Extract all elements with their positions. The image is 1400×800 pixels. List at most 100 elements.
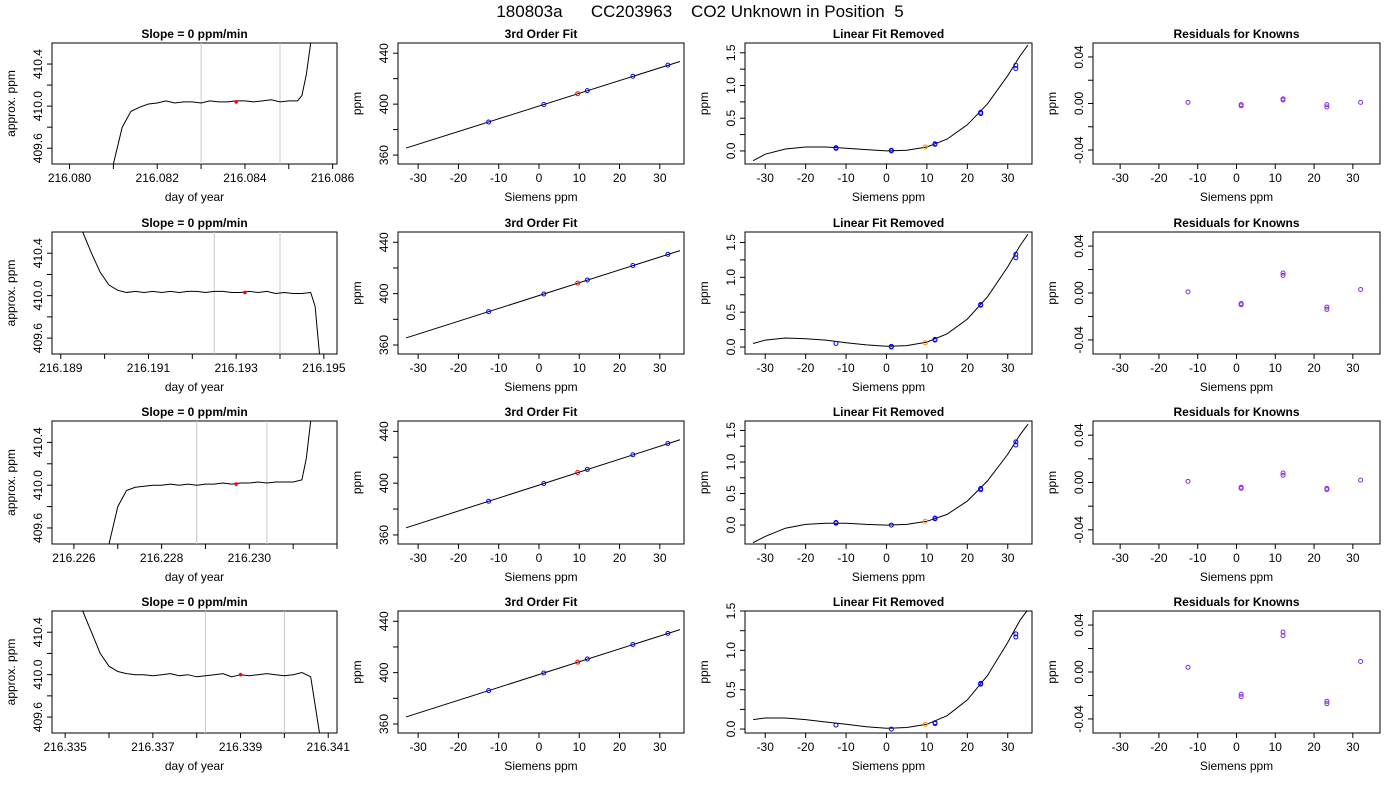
known-point	[1013, 442, 1019, 448]
unknown-mean-marker	[243, 290, 247, 295]
y-tick-label: 1.5	[724, 602, 738, 619]
plot-frame	[1092, 610, 1381, 734]
x-tick-label: -20	[1150, 740, 1168, 754]
y-tick-label: 400	[377, 662, 391, 682]
x-tick-label: -10	[490, 171, 508, 185]
residual-point	[1358, 477, 1364, 483]
x-tick-label: 20	[1307, 361, 1321, 375]
x-tick-label: 216.082	[136, 171, 180, 185]
unknown-point	[922, 721, 928, 727]
x-tick-label: 216.080	[48, 171, 92, 185]
x-tick-label: -20	[797, 551, 815, 565]
y-tick-label: 0.0	[724, 338, 738, 355]
known-point	[486, 688, 492, 694]
plot-frame	[397, 420, 685, 545]
residual-point	[1280, 96, 1286, 102]
y-axis-label: ppm	[350, 281, 364, 304]
residual-point	[1358, 658, 1364, 664]
y-tick-label: 410.0	[31, 280, 45, 310]
residual-point	[1280, 270, 1286, 276]
known-point	[541, 102, 547, 108]
y-axis-label: approx. ppm	[4, 260, 18, 327]
x-tick-label: -10	[1189, 740, 1207, 754]
x-tick-label: 0	[1233, 361, 1240, 375]
y-tick-label: 1.0	[724, 453, 738, 470]
residual-point	[1324, 701, 1330, 707]
unknown-point	[575, 470, 581, 476]
residual-point	[1358, 99, 1364, 105]
plot-frame	[744, 420, 1033, 545]
x-axis-label: Siemens ppm	[504, 380, 577, 394]
plot-frame	[397, 231, 685, 355]
known-point	[888, 343, 894, 349]
known-point	[584, 277, 590, 283]
panel-r3-c0: Slope = 0 ppm/min day of year approx. ppm 2…	[4, 595, 350, 773]
known-point	[932, 141, 938, 147]
known-point	[630, 263, 636, 269]
plot-area	[752, 44, 1029, 162]
plot-frame	[1092, 231, 1381, 355]
y-tick-label: 410.0	[31, 91, 45, 121]
x-tick-label: 216.191	[127, 361, 171, 375]
plot-title: Residuals for Knowns	[1173, 27, 1299, 41]
x-axis-label: Siemens ppm	[1200, 570, 1273, 584]
y-axis-label: ppm	[1045, 92, 1059, 115]
y-tick-label: -0.04	[1072, 136, 1086, 164]
y-tick-label: 1.5	[724, 422, 738, 439]
y-tick-label: 410.0	[31, 470, 45, 500]
panel-r2-c1: 3rd Order Fit Siemens ppm ppm -30 -20 -10 0 10 2…	[350, 405, 685, 584]
x-tick-label: -20	[450, 361, 468, 375]
known-point	[665, 62, 671, 68]
x-tick-label: 216.339	[219, 740, 263, 754]
residual-point	[1324, 487, 1330, 493]
known-point	[833, 341, 839, 347]
plot-area	[405, 250, 681, 339]
plot-title: Slope = 0 ppm/min	[141, 405, 247, 419]
panel-r0-c2: Linear Fit Removed Siemens ppm ppm -30 -20 -1…	[697, 27, 1033, 204]
known-point	[932, 515, 938, 521]
known-point	[584, 88, 590, 94]
unknown-mean-marker	[234, 100, 238, 104]
plot-area	[1185, 629, 1364, 707]
y-tick-label: 360	[377, 145, 391, 165]
y-tick-label: 409.6	[31, 702, 45, 732]
x-tick-label: 30	[1346, 171, 1360, 185]
y-tick-label: 440	[377, 421, 391, 441]
plot-frame	[1092, 42, 1381, 165]
y-tick-label: 1.5	[724, 44, 738, 61]
x-tick-label: 10	[920, 171, 934, 185]
x-tick-label: 0	[883, 361, 890, 375]
unknown-mean-marker	[238, 672, 243, 677]
known-point	[486, 119, 492, 125]
x-tick-label: -20	[797, 361, 815, 375]
y-tick-label: 410.0	[31, 659, 45, 689]
unknown-point	[575, 91, 581, 97]
residual-point	[1238, 103, 1244, 109]
x-tick-label: 20	[961, 551, 975, 565]
x-axis-label: day of year	[165, 380, 224, 394]
x-tick-label: 10	[573, 361, 587, 375]
y-tick-label: 410.4	[31, 49, 45, 79]
residual-curve	[752, 44, 1029, 162]
x-axis-label: Siemens ppm	[1200, 380, 1273, 394]
x-axis-label: Siemens ppm	[852, 570, 925, 584]
residual-curve	[753, 611, 1028, 729]
x-tick-label: 216.337	[131, 740, 175, 754]
panel-r0-c3: Residuals for Knowns Siemens ppm ppm -30 -20…	[1045, 27, 1381, 204]
y-tick-label: 0.5	[724, 304, 738, 321]
residual-curve	[752, 233, 1029, 347]
panel-r0-c0: Slope = 0 ppm/min day of year approx. ppm 2…	[4, 27, 355, 204]
known-point	[978, 109, 984, 115]
x-tick-label: 10	[1269, 361, 1283, 375]
known-point	[486, 309, 492, 315]
x-tick-label: -10	[837, 171, 855, 185]
plot-title: 3rd Order Fit	[505, 27, 578, 41]
concentration-trace	[112, 43, 312, 164]
panel-r3-c2: Linear Fit Removed Siemens ppm ppm -30 -20 -1…	[697, 595, 1033, 773]
x-tick-label: 0	[536, 361, 543, 375]
known-point	[932, 336, 938, 342]
panel-r1-c2: Linear Fit Removed Siemens ppm ppm -30 -20 -1…	[697, 216, 1033, 394]
x-tick-label: -30	[1111, 740, 1129, 754]
unknown-point	[575, 280, 581, 286]
y-tick-label: 440	[377, 611, 391, 631]
